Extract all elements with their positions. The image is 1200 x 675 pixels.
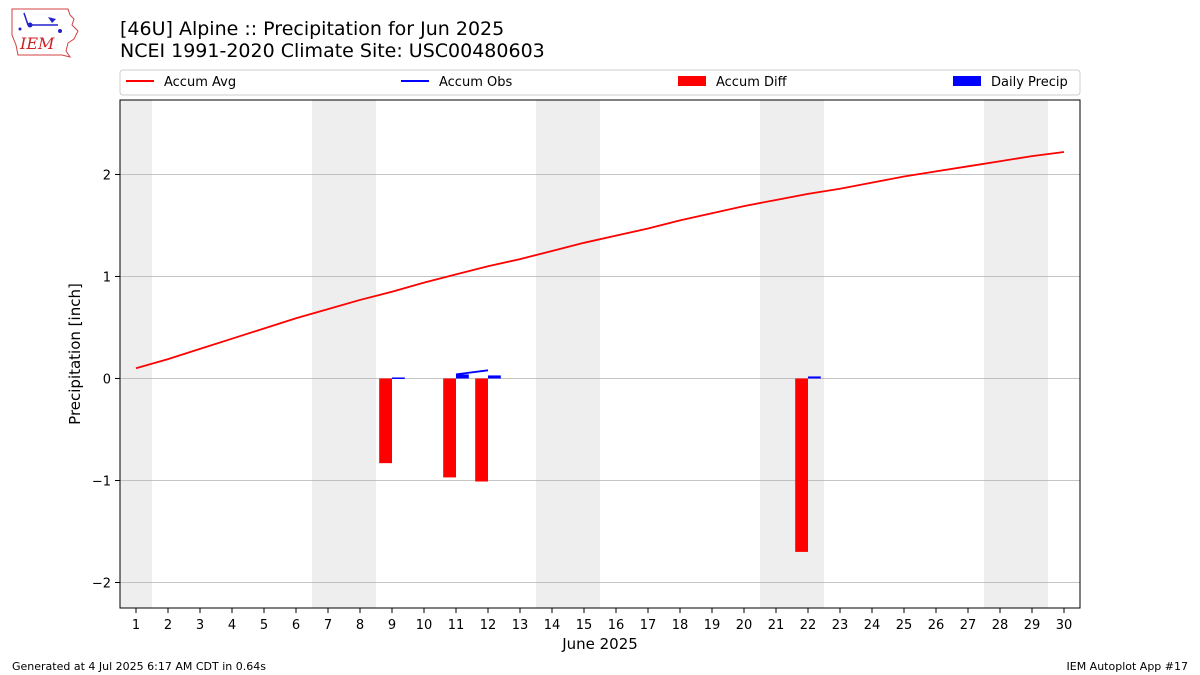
x-tick-label: 20	[736, 618, 753, 633]
x-tick-label: 29	[1024, 618, 1041, 633]
x-tick-label: 4	[228, 618, 236, 633]
x-tick-label: 1	[132, 618, 140, 633]
daily-precip-bar	[488, 375, 501, 379]
x-tick-label: 28	[992, 618, 1009, 633]
x-tick-label: 9	[388, 618, 396, 633]
legend-swatch	[678, 76, 706, 86]
x-axis-label: June 2025	[561, 635, 638, 653]
daily-precip-bar	[392, 377, 405, 379]
accum-diff-bar	[475, 378, 488, 482]
iem-logo-text: IEM	[19, 34, 55, 53]
weekend-shade	[568, 100, 600, 608]
x-tick-label: 23	[832, 618, 849, 633]
weekend-shade	[536, 100, 568, 608]
accum-avg-line	[135, 151, 1065, 370]
x-tick-label: 21	[768, 618, 785, 633]
x-tick-label: 22	[800, 618, 817, 633]
x-tick-label: 17	[640, 618, 657, 633]
x-tick-label: 18	[672, 618, 689, 633]
chart-subtitle: NCEI 1991-2020 Climate Site: USC00480603	[120, 40, 545, 62]
y-tick-label: −2	[92, 576, 111, 591]
legend-label: Accum Avg	[164, 75, 236, 90]
x-tick-label: 7	[324, 618, 332, 633]
accum-diff-bar	[379, 378, 392, 464]
x-tick-label: 8	[356, 618, 364, 633]
x-tick-label: 13	[512, 618, 529, 633]
x-tick-label: 30	[1056, 618, 1073, 633]
x-tick-label: 10	[416, 618, 433, 633]
accum-diff-bar	[443, 378, 456, 478]
x-tick-label: 26	[928, 618, 945, 633]
x-tick-label: 24	[864, 618, 881, 633]
x-tick-label: 15	[576, 618, 593, 633]
weekend-shade	[344, 100, 376, 608]
legend-label: Accum Diff	[716, 75, 788, 90]
x-tick-label: 16	[608, 618, 625, 633]
app-footer: IEM Autoplot App #17	[1066, 660, 1189, 673]
x-tick-label: 6	[292, 618, 300, 633]
y-axis-label: Precipitation [inch]	[66, 283, 84, 425]
x-tick-label: 27	[960, 618, 977, 633]
x-tick-label: 14	[544, 618, 561, 633]
x-tick-label: 19	[704, 618, 721, 633]
y-tick-label: 2	[103, 168, 111, 183]
accum-diff-bar	[795, 378, 808, 552]
weekend-shade	[1016, 100, 1048, 608]
x-tick-label: 3	[196, 618, 204, 633]
generated-footer: Generated at 4 Jul 2025 6:17 AM CDT in 0…	[12, 660, 266, 673]
weekend-shade	[760, 100, 792, 608]
y-tick-label: 0	[103, 372, 111, 387]
x-tick-label: 2	[164, 618, 172, 633]
legend-box	[119, 69, 1081, 96]
y-tick-label: 1	[103, 270, 111, 285]
chart-title: [46U] Alpine :: Precipitation for Jun 20…	[120, 18, 505, 40]
weekend-shade	[312, 100, 344, 608]
x-tick-label: 5	[260, 618, 268, 633]
legend-swatch	[953, 76, 981, 86]
weekend-shade	[984, 100, 1016, 608]
accum-obs-line	[455, 369, 489, 376]
daily-precip-bar	[456, 374, 469, 379]
x-tick-label: 25	[896, 618, 913, 633]
daily-precip-bar	[808, 376, 821, 379]
legend-label: Daily Precip	[991, 75, 1068, 90]
plot-frame	[119, 99, 1081, 609]
weekend-shade	[120, 100, 152, 608]
x-tick-label: 11	[448, 618, 465, 633]
y-tick-label: −1	[92, 474, 111, 489]
x-tick-label: 12	[480, 618, 497, 633]
iem-logo: IEM	[11, 8, 79, 58]
legend-label: Accum Obs	[439, 75, 512, 90]
